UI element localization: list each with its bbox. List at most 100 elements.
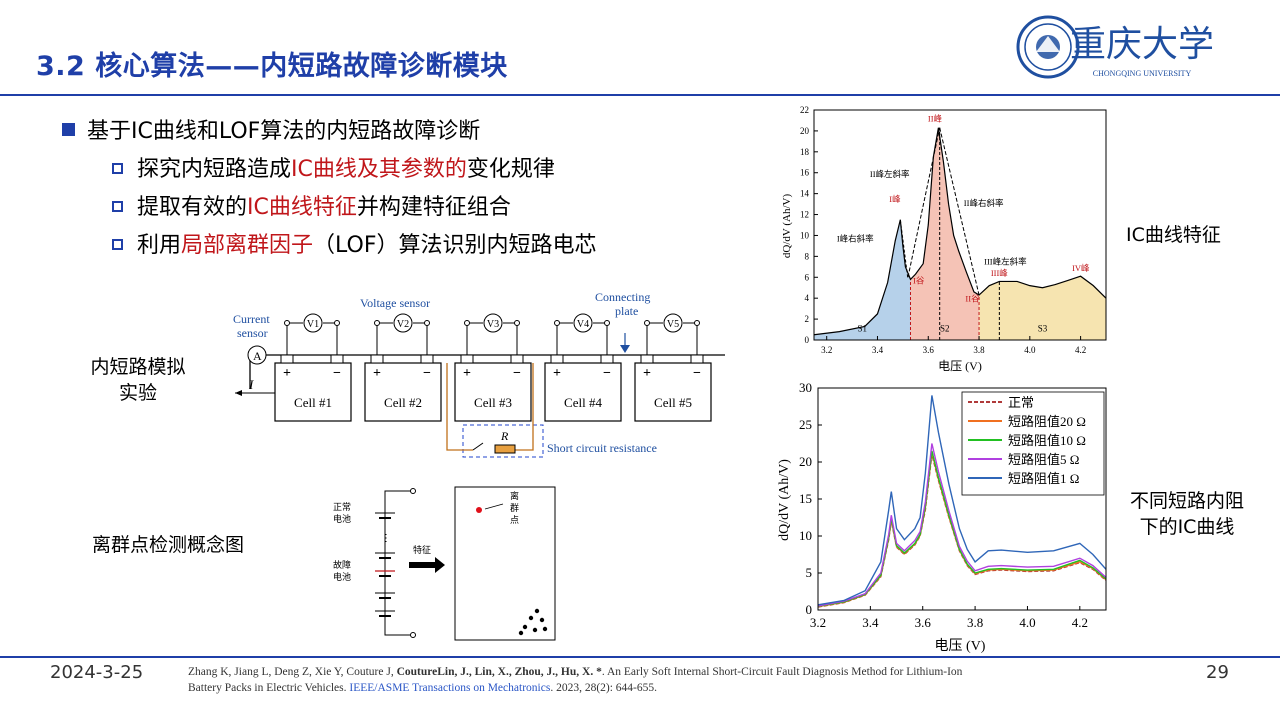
y-tick-label: 6 <box>805 272 810 282</box>
voltmeter-label: V4 <box>577 319 589 330</box>
svg-text:−: − <box>693 366 701 381</box>
outlier-concept-label: 离群点检测概念图 <box>92 534 245 556</box>
y-tick-label: 20 <box>799 454 812 469</box>
university-logo: 重庆大学 CHONGQING UNIVERSITY <box>1014 14 1234 80</box>
cell-box <box>544 362 622 422</box>
y-tick-label: 18 <box>800 147 810 157</box>
y-tick-label: 25 <box>799 417 812 432</box>
ic-resistance-chart: 3.2 3.4 3.6 3.8 4.0 4.2 0 5 10 15 20 25 30 正常短路阻值20 … <box>777 380 1107 654</box>
chart1-xlabel: 电压 (V) <box>938 359 982 373</box>
slope2l-label: II峰左斜率 <box>870 169 910 179</box>
legend-entry: 短路阻值5 Ω <box>1008 452 1079 467</box>
legend-entry: 短路阻值1 Ω <box>1008 471 1079 486</box>
main-bullet: 基于IC曲线和LOF算法的内短路故障诊断 <box>62 113 480 145</box>
y-tick-label: 8 <box>805 251 810 261</box>
svg-text:−: − <box>513 366 521 381</box>
svg-text:−: − <box>333 366 341 381</box>
slope2r-label: II峰右斜率 <box>964 198 1004 208</box>
y-tick-label: 22 <box>800 105 809 115</box>
cell-label: Cell #2 <box>384 395 422 410</box>
voltmeter-label: V3 <box>487 319 499 330</box>
journal-link[interactable]: IEEE/ASME Transactions on Mechatronics <box>349 682 551 694</box>
cell-label: Cell #4 <box>564 395 602 410</box>
peak2-label: II峰 <box>928 114 943 124</box>
y-tick-label: 0 <box>806 602 813 617</box>
hollow-square-icon <box>112 163 123 174</box>
voltage-sensor-label: Voltage sensor <box>360 296 430 310</box>
svg-text:+: + <box>463 366 471 381</box>
ic-diff-label: 不同短路内阻 下的IC曲线 <box>1129 490 1244 538</box>
current-sensor-label-2: sensor <box>237 326 268 340</box>
x-tick-label: 4.0 <box>1024 345 1036 355</box>
x-tick-label: 4.2 <box>1072 615 1088 630</box>
cell-label: Cell #5 <box>654 395 692 410</box>
y-tick-label: 16 <box>800 168 810 178</box>
x-tick-label: 4.0 <box>1019 615 1035 630</box>
title-divider <box>0 94 1280 96</box>
x-tick-label: 3.6 <box>923 345 935 355</box>
ic-curve-line <box>813 127 1107 336</box>
hollow-square-icon <box>112 201 123 212</box>
y-tick-label: 0 <box>805 335 810 345</box>
valley2-label: II谷 <box>965 293 980 303</box>
svg-text:⋮: ⋮ <box>381 533 391 544</box>
page-number: 29 <box>1206 662 1229 683</box>
chart2-xlabel: 电压 (V) <box>935 638 986 654</box>
svg-text:+: + <box>553 366 561 381</box>
logo-text: 重庆大学 <box>1070 24 1214 64</box>
x-tick-label: 3.8 <box>967 615 983 630</box>
svg-text:故障: 故障 <box>333 559 351 570</box>
y-tick-label: 5 <box>806 565 813 580</box>
voltmeter-icon <box>483 313 503 333</box>
voltmeter-icon <box>663 313 683 333</box>
sim-experiment-label: 内短路模拟 实验 <box>90 356 186 404</box>
svg-text:群: 群 <box>510 502 519 513</box>
page-title: 3.2 核心算法——内短路故障诊断模块 <box>36 51 508 82</box>
series-line <box>817 395 1107 606</box>
short-circuit-label: Short circuit resistance <box>547 441 657 455</box>
y-tick-label: 2 <box>805 314 810 324</box>
region-s3 <box>979 276 1106 340</box>
region-label: S2 <box>940 324 950 334</box>
ic-feature-label: IC曲线特征 <box>1126 224 1221 246</box>
cell-box <box>364 362 442 422</box>
fault-battery-icon <box>375 570 395 577</box>
connecting-plate-label-2: plate <box>615 304 638 318</box>
sub-bullet-3: 利用局部离群因子（LOF）算法识别内短路电芯 <box>112 227 596 259</box>
switch-icon <box>472 442 484 451</box>
cell-box <box>274 362 352 422</box>
svg-text:+: + <box>373 366 381 381</box>
legend-entry: 正常 <box>1008 395 1034 410</box>
region-s2 <box>910 127 980 340</box>
ammeter-icon <box>247 345 267 365</box>
x-tick-label: 3.2 <box>821 345 832 355</box>
cell-label: Cell #1 <box>294 395 332 410</box>
voltmeter-label: V1 <box>307 319 319 330</box>
peak1-label: I峰 <box>889 194 901 204</box>
x-tick-label: 3.4 <box>872 345 884 355</box>
voltmeter-icon <box>573 313 593 333</box>
outlier-point <box>476 507 482 513</box>
x-tick-label: 4.2 <box>1075 345 1086 355</box>
slope3l-label: III峰左斜率 <box>984 257 1027 267</box>
footer-divider <box>0 656 1280 658</box>
valley1-label: I谷 <box>913 276 925 286</box>
region-label: S3 <box>1038 324 1048 334</box>
slope1-label: I峰右斜率 <box>837 234 874 244</box>
sub-bullet-1: 探究内短路造成IC曲线及其参数的变化规律 <box>112 151 555 183</box>
x-tick-label: 3.6 <box>915 615 932 630</box>
y-tick-label: 15 <box>799 491 812 506</box>
svg-text:点: 点 <box>510 515 519 525</box>
svg-text:A: A <box>253 349 262 363</box>
reference-citation: Zhang K, Jiang L, Deng Z, Xie Y, Couture… <box>188 666 963 694</box>
sub-bullet-2: 提取有效的IC曲线特征并构建特征组合 <box>112 189 511 221</box>
series-line <box>817 443 1107 607</box>
voltmeter-label: V5 <box>667 319 679 330</box>
resistor-icon <box>494 444 516 454</box>
legend-entry: 短路阻值10 Ω <box>1008 433 1086 448</box>
outlier-concept-diagram: 正常 电池 ⋮ 故障 电池 特征 离 群 点 <box>333 486 556 641</box>
y-tick-label: 4 <box>805 293 810 303</box>
chart2-ylabel: dQ/dV (Ah/V) <box>777 459 792 541</box>
ic-feature-chart: S1 S2 S3 3.2 3.4 3.6 3.8 4.0 4.2 0 2 4 6 8 10 12 14 16 18… <box>781 105 1107 373</box>
region-label: S1 <box>857 324 867 334</box>
